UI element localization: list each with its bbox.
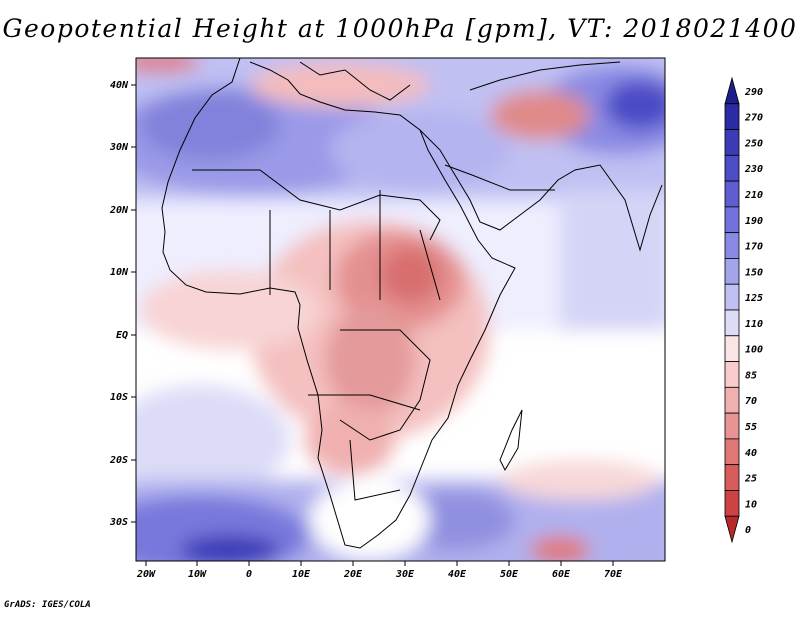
- lat-label: 30N: [109, 142, 129, 153]
- lat-label: 40N: [110, 80, 129, 91]
- colorbar-segment: [724, 515, 740, 544]
- colorbar-segment: [724, 154, 740, 182]
- colorbar-segment: [724, 76, 740, 105]
- colorbar-segment: [724, 386, 740, 414]
- colorbar-segment: [724, 180, 740, 208]
- colorbar-segment: [724, 490, 740, 517]
- lon-label: 20W: [136, 569, 156, 580]
- map-frame: [135, 57, 666, 562]
- colorbar-segment: [724, 335, 740, 362]
- colorbar-segment: [724, 283, 740, 311]
- colorbar: 2902702502302101901701501251101008570554…: [724, 76, 763, 544]
- colorbar-segment: [724, 206, 740, 234]
- chart-title: Geopotential Height at 1000hPa [gpm], VT…: [2, 14, 798, 43]
- colorbar-segment: [724, 232, 740, 259]
- latitude-axis: 40N 30N 20N 10N EQ 10S 20S 30S: [109, 80, 136, 528]
- colorbar-label: 70: [745, 396, 757, 407]
- colorbar-label: 0: [745, 525, 751, 536]
- colorbar-label: 230: [744, 164, 763, 175]
- colorbar-label: 250: [744, 138, 763, 149]
- colorbar-label: 170: [745, 242, 763, 253]
- lat-label: 10S: [110, 392, 128, 403]
- colorbar-segment: [724, 412, 740, 440]
- lon-label: 10W: [188, 569, 207, 580]
- credit-text: GrADS: IGES/COLA: [4, 600, 91, 610]
- colorbar-label: 150: [745, 267, 763, 278]
- colorbar-label: 100: [745, 345, 763, 356]
- coastlines: [161, 58, 663, 549]
- lat-label: 20N: [109, 205, 129, 216]
- lon-label: 30E: [395, 569, 415, 580]
- colorbar-label: 85: [745, 370, 757, 381]
- colorbar-segment: [724, 258, 740, 285]
- lon-label: 60E: [552, 569, 571, 580]
- lat-label: 20S: [109, 455, 128, 466]
- lon-label: 10E: [292, 569, 311, 580]
- colorbar-label: 55: [745, 422, 757, 433]
- colorbar-segment: [724, 103, 740, 130]
- colorbar-segment: [724, 438, 740, 466]
- lat-label: EQ: [116, 330, 128, 341]
- colorbar-segment: [724, 309, 740, 337]
- colorbar-label: 25: [744, 474, 757, 485]
- lon-label: 20E: [343, 569, 363, 580]
- colorbar-segment: [724, 361, 740, 388]
- colorbar-label: 125: [745, 293, 763, 304]
- height-field: [136, 58, 665, 561]
- colorbar-label: 110: [745, 319, 763, 330]
- lon-label: 0: [246, 569, 252, 580]
- lon-label: 70E: [604, 569, 623, 580]
- colorbar-label: 190: [745, 216, 763, 227]
- lat-label: 30S: [109, 517, 128, 528]
- colorbar-label: 270: [744, 113, 763, 124]
- colorbar-segment: [724, 464, 740, 491]
- colorbar-label: 40: [745, 448, 757, 459]
- colorbar-label: 210: [744, 190, 763, 201]
- colorbar-label: 290: [744, 87, 763, 98]
- colorbar-label: 10: [745, 499, 757, 510]
- lon-label: 40E: [448, 569, 467, 580]
- lon-label: 50E: [500, 569, 519, 580]
- longitude-axis: 20W 10W 0 10E 20E 30E 40E 50E 60E 70E: [136, 561, 623, 580]
- colorbar-segment: [724, 129, 740, 156]
- lat-label: 10N: [110, 267, 129, 278]
